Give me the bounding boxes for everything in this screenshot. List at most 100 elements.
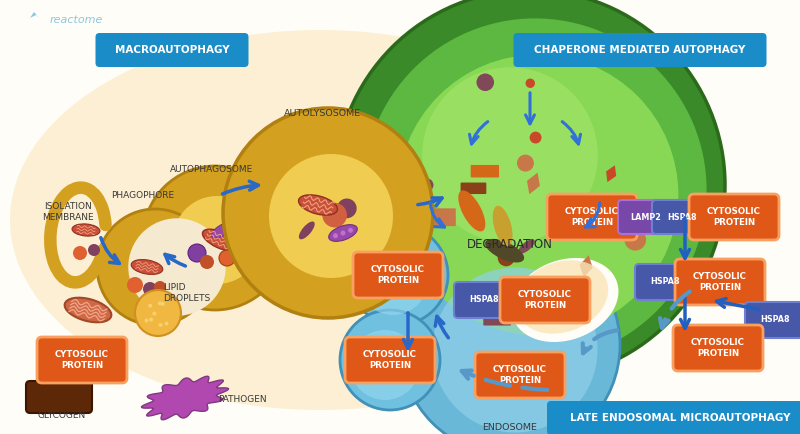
Circle shape xyxy=(398,55,678,335)
Circle shape xyxy=(165,322,169,326)
Circle shape xyxy=(348,228,353,233)
Circle shape xyxy=(477,73,494,91)
Circle shape xyxy=(154,281,166,293)
FancyBboxPatch shape xyxy=(652,200,712,234)
FancyBboxPatch shape xyxy=(483,313,511,326)
Circle shape xyxy=(97,209,213,325)
FancyBboxPatch shape xyxy=(745,302,800,338)
Circle shape xyxy=(223,108,433,318)
Circle shape xyxy=(391,136,406,151)
FancyBboxPatch shape xyxy=(414,208,456,226)
Ellipse shape xyxy=(518,239,535,254)
Circle shape xyxy=(341,230,346,236)
Circle shape xyxy=(350,330,420,400)
FancyBboxPatch shape xyxy=(95,33,249,67)
FancyBboxPatch shape xyxy=(475,352,565,398)
Circle shape xyxy=(149,318,153,322)
Circle shape xyxy=(219,250,235,266)
Ellipse shape xyxy=(202,229,238,251)
Circle shape xyxy=(269,154,393,278)
Text: CYTOSOLIC
PROTEIN: CYTOSOLIC PROTEIN xyxy=(707,207,761,227)
Text: HSPA8: HSPA8 xyxy=(760,316,790,325)
FancyBboxPatch shape xyxy=(635,264,695,300)
Polygon shape xyxy=(409,212,428,233)
Polygon shape xyxy=(606,165,616,182)
Text: LAMP2: LAMP2 xyxy=(630,213,662,221)
FancyBboxPatch shape xyxy=(454,282,514,318)
Polygon shape xyxy=(579,255,593,277)
Text: reactome: reactome xyxy=(50,15,103,25)
Circle shape xyxy=(145,319,149,322)
Text: HSPA8: HSPA8 xyxy=(650,277,680,286)
FancyBboxPatch shape xyxy=(675,259,765,305)
Polygon shape xyxy=(648,212,670,225)
Text: LIPID
DROPLETS: LIPID DROPLETS xyxy=(163,283,210,302)
Text: CYTOSOLIC
PROTEIN: CYTOSOLIC PROTEIN xyxy=(691,339,745,358)
Circle shape xyxy=(363,18,706,362)
Ellipse shape xyxy=(10,30,630,410)
FancyBboxPatch shape xyxy=(689,194,779,240)
Ellipse shape xyxy=(329,225,358,241)
Circle shape xyxy=(161,302,165,306)
Circle shape xyxy=(158,323,162,327)
Text: CYTOSOLIC
PROTEIN: CYTOSOLIC PROTEIN xyxy=(493,365,547,385)
FancyBboxPatch shape xyxy=(345,337,435,383)
Circle shape xyxy=(625,229,646,250)
Circle shape xyxy=(322,203,347,227)
Text: DEGRADATION: DEGRADATION xyxy=(467,239,553,251)
Ellipse shape xyxy=(511,258,618,342)
Circle shape xyxy=(88,244,100,256)
Text: GLYCOGEN: GLYCOGEN xyxy=(38,411,86,421)
Polygon shape xyxy=(527,173,540,194)
Text: CHAPERONE MEDIATED AUTOPHAGY: CHAPERONE MEDIATED AUTOPHAGY xyxy=(534,45,746,55)
FancyBboxPatch shape xyxy=(470,165,499,178)
Ellipse shape xyxy=(211,222,234,238)
Ellipse shape xyxy=(458,191,486,231)
Text: AUTOLYSOSOME: AUTOLYSOSOME xyxy=(283,108,361,118)
Circle shape xyxy=(143,282,157,296)
FancyBboxPatch shape xyxy=(500,277,590,323)
FancyBboxPatch shape xyxy=(618,200,674,234)
Text: ISOLATION
MEMBRANE: ISOLATION MEMBRANE xyxy=(42,202,94,222)
Text: LATE ENDOSOMAL MICROAUTOPHAGY: LATE ENDOSOMAL MICROAUTOPHAGY xyxy=(570,413,790,423)
Circle shape xyxy=(433,267,598,433)
Circle shape xyxy=(188,244,206,262)
Ellipse shape xyxy=(493,206,513,247)
Circle shape xyxy=(420,178,434,192)
Ellipse shape xyxy=(65,298,111,322)
Circle shape xyxy=(400,235,620,434)
Circle shape xyxy=(517,155,534,171)
Circle shape xyxy=(128,218,226,316)
Text: CYTOSOLIC
PROTEIN: CYTOSOLIC PROTEIN xyxy=(363,351,417,369)
Circle shape xyxy=(358,245,428,315)
Polygon shape xyxy=(142,376,229,420)
Text: PATHOGEN: PATHOGEN xyxy=(218,395,266,404)
Circle shape xyxy=(73,246,87,260)
Text: MACROAUTOPHAGY: MACROAUTOPHAGY xyxy=(114,45,230,55)
Polygon shape xyxy=(534,40,574,64)
Ellipse shape xyxy=(299,221,314,239)
Circle shape xyxy=(173,196,261,284)
FancyBboxPatch shape xyxy=(461,183,486,194)
Circle shape xyxy=(158,301,162,306)
FancyBboxPatch shape xyxy=(514,33,766,67)
Circle shape xyxy=(337,198,357,218)
Circle shape xyxy=(340,310,440,410)
Ellipse shape xyxy=(485,239,524,263)
Circle shape xyxy=(135,290,181,336)
Circle shape xyxy=(333,233,338,238)
Ellipse shape xyxy=(516,260,608,334)
Circle shape xyxy=(143,166,287,310)
Circle shape xyxy=(152,312,156,316)
Ellipse shape xyxy=(72,224,100,236)
Circle shape xyxy=(127,277,143,293)
Circle shape xyxy=(422,67,598,243)
Text: ENDOSOME: ENDOSOME xyxy=(482,424,538,433)
Text: HSPA8: HSPA8 xyxy=(469,296,499,305)
Text: CYTOSOLIC
PROTEIN: CYTOSOLIC PROTEIN xyxy=(55,351,109,369)
Circle shape xyxy=(530,132,542,144)
Text: HSPA8: HSPA8 xyxy=(667,213,697,221)
Text: CYTOSOLIC
PROTEIN: CYTOSOLIC PROTEIN xyxy=(371,266,425,285)
Circle shape xyxy=(335,0,725,380)
FancyBboxPatch shape xyxy=(353,252,443,298)
